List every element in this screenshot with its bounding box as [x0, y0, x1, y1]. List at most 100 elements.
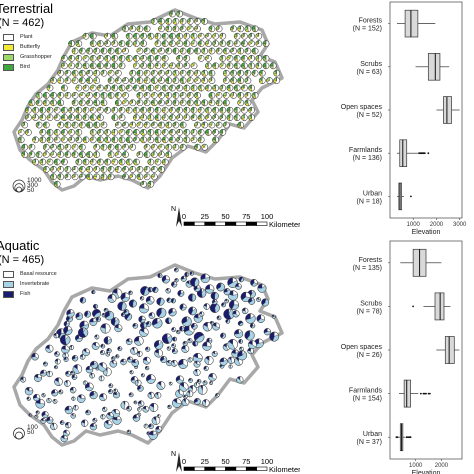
terrestrial-legend-item: Plant	[3, 32, 52, 42]
site-pie	[158, 151, 165, 158]
site-pie	[107, 143, 115, 151]
site-pie	[172, 47, 180, 55]
site-pie	[78, 143, 86, 151]
aquatic-outlier	[423, 392, 426, 395]
site-pie	[169, 84, 176, 92]
site-pie	[241, 307, 249, 315]
aquatic-x-tick: 2000	[435, 463, 449, 469]
site-pie	[65, 370, 72, 377]
site-pie	[73, 404, 79, 411]
site-pie	[31, 352, 39, 361]
site-pie	[85, 409, 91, 416]
site-pie	[85, 382, 94, 392]
site-pie	[128, 290, 133, 295]
site-pie	[190, 84, 198, 92]
site-pie	[125, 136, 133, 144]
terrestrial-category-n: (N = 136)	[353, 155, 382, 162]
site-pie	[176, 114, 183, 121]
site-pie	[129, 143, 137, 151]
site-pie	[237, 92, 245, 99]
terrestrial-x-tick: 3000	[453, 222, 467, 228]
site-pie	[79, 297, 87, 304]
site-pie	[169, 114, 176, 121]
site-pie	[89, 84, 97, 92]
site-pie	[261, 298, 270, 307]
site-pie	[202, 380, 208, 386]
site-pie	[127, 356, 134, 363]
site-pie	[82, 380, 88, 386]
site-pie	[255, 62, 263, 70]
site-pie	[64, 173, 72, 181]
terrestrial-scale-tick: 25	[201, 212, 209, 221]
site-pie	[46, 84, 54, 92]
site-pie	[205, 55, 212, 62]
site-pie	[180, 275, 187, 282]
site-pie	[165, 77, 173, 84]
site-pie	[71, 173, 79, 181]
site-pie	[237, 320, 244, 327]
site-pie	[63, 356, 69, 362]
site-pie	[255, 32, 263, 40]
site-pie	[197, 385, 208, 395]
site-pie	[174, 267, 179, 273]
site-pie	[75, 334, 83, 342]
site-pie	[92, 309, 101, 318]
site-pie	[212, 106, 219, 114]
site-pie	[222, 121, 230, 129]
site-pie	[53, 129, 61, 136]
site-pie	[118, 106, 126, 114]
aquatic-legend-swatch	[3, 270, 14, 278]
site-pie	[226, 114, 234, 121]
site-pie	[143, 92, 151, 99]
site-pie	[179, 92, 187, 99]
site-pie	[24, 386, 34, 396]
site-pie	[145, 346, 151, 352]
site-pie	[129, 121, 137, 129]
site-pie	[205, 106, 212, 114]
site-pie	[212, 299, 218, 305]
site-pie	[244, 99, 252, 107]
site-pie	[102, 406, 108, 412]
site-pie	[152, 286, 159, 293]
site-pie	[143, 166, 151, 173]
terrestrial-north-arrow: N	[171, 206, 182, 227]
site-pie	[111, 55, 119, 62]
site-pie	[226, 55, 234, 62]
site-pie	[197, 129, 205, 136]
site-pie	[241, 114, 248, 121]
site-pie	[100, 47, 108, 55]
site-pie	[169, 62, 176, 70]
site-pie	[202, 399, 210, 407]
site-pie	[171, 281, 178, 288]
site-pie	[82, 55, 90, 62]
site-pie	[140, 106, 147, 114]
site-pie	[234, 329, 244, 339]
site-pie	[226, 62, 234, 70]
site-pie	[25, 106, 32, 114]
site-pie	[172, 143, 180, 151]
site-pie	[140, 180, 147, 188]
site-pie	[68, 55, 75, 62]
site-pie	[91, 290, 96, 295]
site-pie	[147, 180, 155, 188]
site-pie	[166, 297, 172, 303]
site-pie	[230, 69, 237, 77]
site-pie	[169, 40, 176, 47]
site-pie	[182, 341, 188, 346]
site-pie	[122, 92, 129, 99]
site-pie	[122, 173, 129, 181]
site-pie	[64, 77, 72, 84]
site-pie	[245, 313, 256, 324]
site-pie	[233, 62, 241, 70]
site-pie	[169, 136, 176, 144]
site-pie	[46, 370, 53, 378]
site-pie	[61, 62, 68, 70]
terrestrial-legend-label: Bird	[20, 64, 30, 70]
aquatic-outlier	[428, 392, 431, 395]
site-pie	[57, 121, 65, 129]
site-pie	[266, 77, 273, 84]
site-pie	[122, 121, 129, 129]
site-pie	[28, 151, 36, 158]
site-pie	[233, 114, 241, 121]
site-pie	[68, 136, 75, 144]
